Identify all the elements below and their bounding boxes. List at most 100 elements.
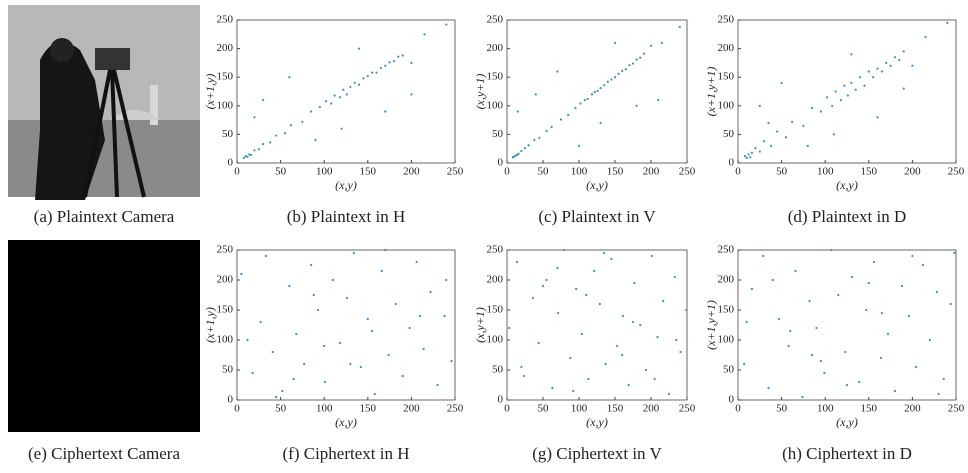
point <box>251 371 254 375</box>
y-tick-label: 100 <box>217 99 234 111</box>
point <box>366 74 369 78</box>
point <box>338 96 341 99</box>
point <box>621 314 625 318</box>
point <box>876 67 879 70</box>
point <box>401 374 404 378</box>
point <box>523 147 527 150</box>
point <box>747 153 750 156</box>
point <box>541 284 545 288</box>
y-axis-label: (x+1,y+1) <box>704 67 718 117</box>
caption: (g) Ciphertext in V <box>532 444 662 463</box>
point <box>575 287 578 291</box>
caption: (d) Plaintext in D <box>788 207 907 226</box>
point <box>907 314 911 318</box>
point <box>520 149 523 153</box>
point <box>635 104 638 107</box>
point <box>253 149 256 152</box>
point <box>789 329 792 333</box>
point <box>599 121 602 125</box>
point <box>557 311 560 315</box>
point <box>834 90 837 93</box>
point <box>642 52 645 55</box>
point <box>340 127 343 130</box>
y-tick-label: 150 <box>718 304 735 316</box>
point <box>831 104 834 107</box>
point <box>318 105 321 109</box>
point <box>627 383 630 387</box>
point <box>832 133 836 136</box>
point <box>610 78 613 81</box>
plot-frame <box>506 19 688 164</box>
point <box>942 377 945 381</box>
point <box>577 144 581 147</box>
point <box>653 377 656 381</box>
point <box>387 353 390 357</box>
point <box>743 362 746 366</box>
point <box>924 36 927 39</box>
point <box>771 278 774 282</box>
y-tick-label: 0 <box>228 394 234 406</box>
point <box>854 88 857 91</box>
point <box>569 356 572 360</box>
point <box>316 308 320 312</box>
y-tick-label: 250 <box>217 244 234 256</box>
point <box>517 152 520 155</box>
caption: (e) Ciphertext Camera <box>28 444 180 463</box>
x-tick-label: 0 <box>234 403 240 415</box>
point <box>598 302 601 306</box>
y-tick-label: 0 <box>228 157 234 169</box>
point <box>445 23 448 26</box>
point <box>410 93 413 96</box>
point <box>538 136 541 139</box>
x-tick-label: 100 <box>571 403 588 415</box>
point <box>613 76 617 79</box>
point <box>830 248 833 252</box>
point <box>767 386 770 390</box>
point <box>616 344 619 348</box>
y-tick-label: 200 <box>718 274 735 286</box>
point <box>889 64 892 67</box>
point <box>808 299 811 303</box>
y-axis-label: (x,y+1) <box>473 307 487 343</box>
point <box>551 386 554 390</box>
point <box>628 64 631 67</box>
y-tick-label: 0 <box>498 157 504 169</box>
point <box>802 124 805 127</box>
point <box>767 121 770 125</box>
point <box>408 326 411 330</box>
point <box>352 251 355 255</box>
point <box>660 41 663 44</box>
point <box>621 353 624 357</box>
point <box>545 129 548 133</box>
point <box>596 89 599 93</box>
point <box>289 124 293 127</box>
point <box>863 84 866 87</box>
point <box>379 66 382 70</box>
point <box>579 102 582 105</box>
point <box>281 389 284 393</box>
point <box>295 332 298 336</box>
point <box>675 338 678 342</box>
x-tick-label: 100 <box>316 403 333 415</box>
y-tick-label: 50 <box>492 364 504 376</box>
x-tick-label: 250 <box>679 166 696 178</box>
point <box>357 83 361 86</box>
point <box>946 21 949 24</box>
point <box>401 54 404 57</box>
point <box>758 150 761 153</box>
point <box>384 64 387 67</box>
point <box>586 97 589 101</box>
x-tick-label: 150 <box>861 166 878 178</box>
point <box>242 156 246 159</box>
point <box>559 118 563 121</box>
point <box>900 284 904 288</box>
point <box>246 155 249 158</box>
point <box>872 76 875 79</box>
point <box>248 153 251 156</box>
point <box>523 374 526 378</box>
x-tick-label: 200 <box>403 403 420 415</box>
point <box>572 389 575 393</box>
point <box>604 362 607 366</box>
caption: (a) Plaintext Camera <box>34 207 175 226</box>
